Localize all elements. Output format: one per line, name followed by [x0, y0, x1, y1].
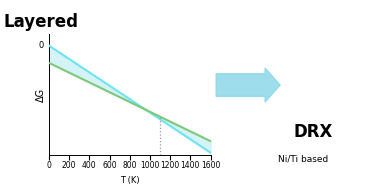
Y-axis label: ΔG: ΔG	[36, 88, 46, 101]
Text: DRX: DRX	[293, 123, 333, 141]
Text: 0: 0	[38, 41, 43, 50]
X-axis label: T (K): T (K)	[120, 176, 139, 185]
Text: Ni/Ti based: Ni/Ti based	[278, 154, 329, 163]
Text: Layered: Layered	[4, 13, 79, 31]
